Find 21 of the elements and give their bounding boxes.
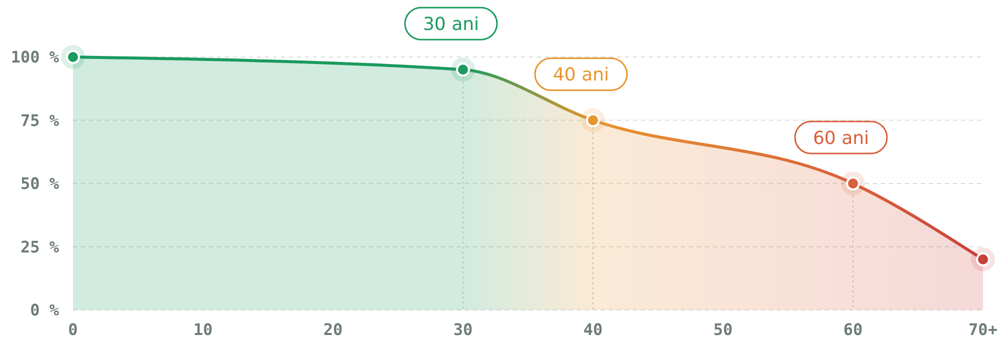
x-tick-label: 30 [453,320,473,339]
point [451,58,475,82]
annotation: 40 ani [552,64,610,86]
x-tick-label: 50 [713,320,733,339]
point [581,108,605,132]
y-tick-label: 100 % [10,48,60,67]
y-tick-label: 50 % [20,174,60,194]
y-tick-label: 25 % [20,237,60,256]
y-tick-label: 0 % [30,300,60,320]
x-tick-label: 20 [323,320,343,339]
point [971,247,995,272]
annotation: 30 ani [422,14,480,35]
x-tick-label: 40 [583,320,603,339]
x-tick-label: 10 [193,320,213,339]
point [841,172,865,196]
x-tick-label: 60 [843,320,863,339]
y-tick-label: 75 % [20,110,60,130]
point [61,45,85,69]
x-tick-label: 0 [68,320,78,339]
x-tick-label: 70+ [968,320,998,339]
annotation: 60 ani [812,128,870,149]
